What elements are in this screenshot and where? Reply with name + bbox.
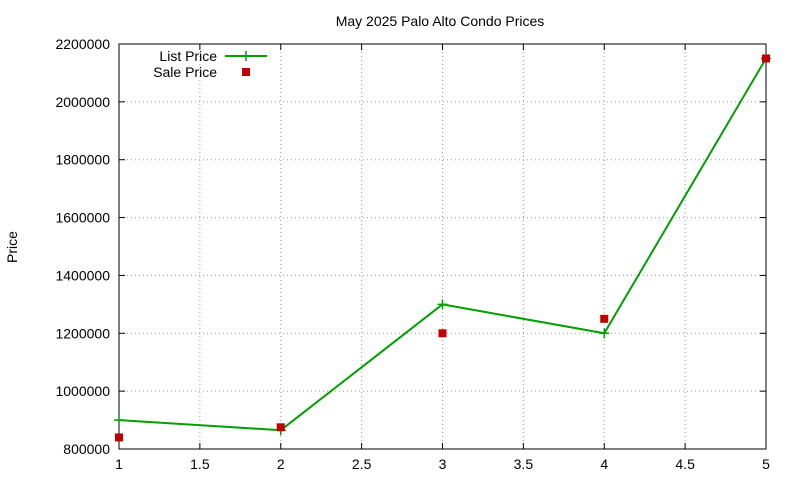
data-point (599, 328, 610, 339)
plot-border (118, 43, 767, 450)
y-tick-label: 1600000 (55, 210, 110, 226)
data-point (438, 329, 447, 338)
data-point (276, 423, 285, 432)
y-tick-label: 800000 (63, 441, 110, 457)
legend-label: List Price (159, 48, 217, 64)
data-point (600, 314, 609, 323)
x-tick-label: 3 (439, 456, 447, 472)
data-point (437, 299, 448, 310)
x-tick-label: 4.5 (675, 456, 695, 472)
x-tick-label: 1 (115, 456, 123, 472)
x-tick-label: 5 (762, 456, 770, 472)
x-tick-label: 3.5 (514, 456, 534, 472)
legend-marker (242, 68, 250, 76)
data-point (762, 54, 770, 63)
legend-marker (241, 51, 251, 61)
y-tick-label: 1400000 (55, 267, 110, 283)
x-tick-label: 2 (277, 456, 285, 472)
data-point (114, 415, 124, 426)
x-tick-label: 1.5 (190, 456, 210, 472)
legend-label: Sale Price (153, 64, 217, 80)
y-tick-label: 1000000 (55, 383, 110, 399)
y-tick-label: 1800000 (55, 152, 110, 168)
y-tick-label: 2200000 (55, 36, 110, 52)
y-tick-label: 1200000 (55, 325, 110, 341)
x-tick-label: 2.5 (352, 456, 372, 472)
y-tick-label: 2000000 (55, 94, 110, 110)
chart-title: May 2025 Palo Alto Condo Prices (336, 13, 545, 29)
x-tick-label: 4 (600, 456, 608, 472)
data-point (115, 433, 123, 442)
y-axis-label: Price (4, 231, 20, 263)
